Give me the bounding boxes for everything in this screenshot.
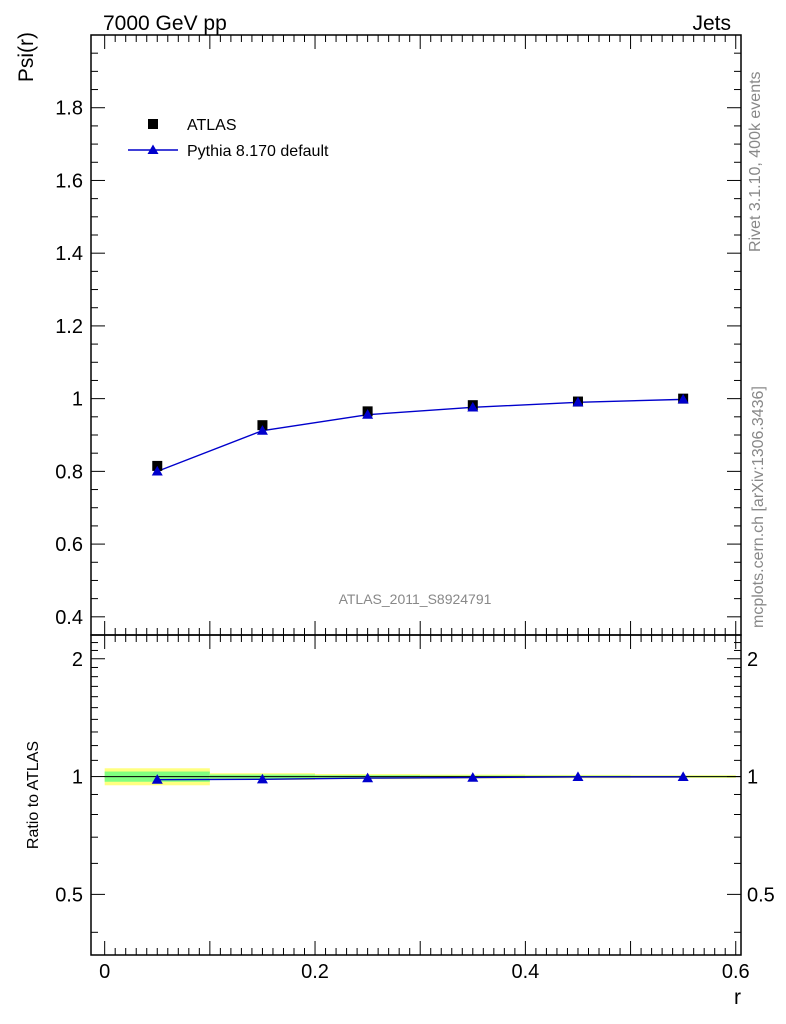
- mcplots-label: mcplots.cern.ch [arXiv:1306.3436]: [750, 386, 767, 628]
- legend-marker-pythia: [147, 144, 159, 154]
- main-ytick-label: 0.6: [55, 534, 83, 556]
- x-tick-label: 0: [99, 961, 110, 983]
- ratio-ytick-label-left: 2: [72, 649, 83, 671]
- ratio-pythia-point: [362, 772, 374, 783]
- pythia-point: [151, 465, 163, 476]
- header-left-label: 7000 GeV pp: [103, 12, 227, 35]
- pythia-point: [677, 393, 689, 404]
- ratio-y-axis-label: Ratio to ATLAS: [25, 741, 42, 849]
- ratio-pythia-point: [677, 771, 689, 782]
- legend-marker-atlas: [148, 119, 158, 129]
- pythia-line: [157, 398, 684, 473]
- x-tick-label: 0.6: [722, 961, 750, 983]
- pythia-point: [572, 396, 584, 407]
- x-axis-label: r: [734, 986, 741, 1009]
- pythia-point: [256, 425, 268, 435]
- ratio-pythia-line: [157, 776, 684, 781]
- legend: ATLAS Pythia 8.170 default: [128, 117, 329, 160]
- ratio-plot-frame: [90, 634, 742, 956]
- ratio-ytick-label-left: 0.5: [55, 884, 83, 906]
- ratio-pythia-point: [572, 771, 584, 782]
- axis-ticks: [91, 34, 741, 955]
- x-tick-label: 0.2: [301, 961, 329, 983]
- ratio-ytick-label-right: 2: [747, 649, 758, 671]
- pythia-point: [362, 409, 374, 419]
- data-marks: [104, 393, 741, 784]
- analysis-label: ATLAS_2011_S8924791: [339, 591, 492, 607]
- main-ytick-label: 0.8: [55, 461, 83, 483]
- main-y-axis-label: Psi(r): [15, 32, 38, 82]
- main-ytick-label: 1: [72, 389, 83, 411]
- ratio-pythia-point: [467, 772, 479, 782]
- axis-tick-labels: 0.4 0.6 0.8 1 1.2 1.4 1.6 1.8 0 0.2 0.4 0.6 0.5 0.5 1 1…: [55, 98, 775, 983]
- legend-label-pythia: Pythia 8.170 default: [187, 143, 329, 160]
- x-tick-label: 0.4: [511, 961, 539, 983]
- main-ytick-label: 1.8: [55, 98, 83, 120]
- ratio-ytick-label-right: 0.5: [747, 884, 775, 906]
- plot-frames: [90, 34, 742, 956]
- main-ytick-label: 0.4: [55, 607, 83, 629]
- rivet-label: Rivet 3.1.10, 400k events: [747, 71, 764, 252]
- legend-label-atlas: ATLAS: [187, 117, 237, 134]
- main-ytick-label: 1.6: [55, 170, 83, 192]
- ratio-ytick-label-right: 1: [747, 767, 758, 789]
- ratio-pythia-point: [256, 773, 268, 784]
- pythia-point: [467, 401, 479, 412]
- main-ytick-label: 1.4: [55, 243, 83, 265]
- ratio-pythia-point: [151, 774, 163, 784]
- main-ytick-label: 1.2: [55, 316, 83, 338]
- ratio-ytick-label-left: 1: [72, 767, 83, 789]
- header-right-label: Jets: [692, 12, 731, 35]
